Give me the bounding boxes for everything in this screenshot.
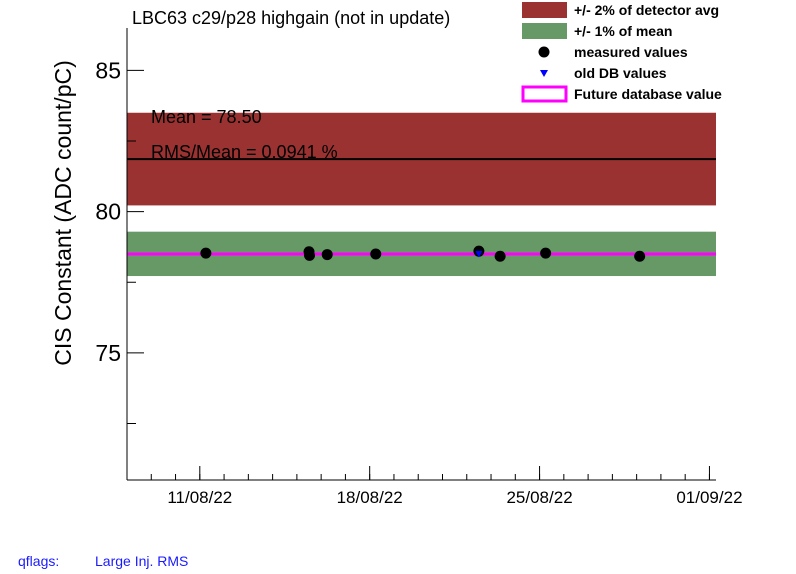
legend: +/- 2% of detector avg +/- 1% of mean meas… [521, 2, 722, 103]
old-db-value-point [475, 251, 483, 258]
measured-value-point [321, 249, 333, 261]
legend-entry: +/- 1% of mean [522, 23, 672, 39]
x-tick-label: 25/08/22 [506, 488, 572, 507]
legend-swatch-circle [538, 46, 550, 58]
x-tick-label: 01/09/22 [676, 488, 742, 507]
measured-value-point [634, 250, 646, 262]
legend-label: +/- 1% of mean [574, 23, 672, 39]
legend-entry: measured values [538, 44, 688, 60]
legend-label: old DB values [574, 65, 667, 81]
qflags-value: Large Inj. RMS [95, 553, 189, 569]
y-tick-label: 80 [95, 199, 121, 225]
legend-swatch-box [522, 2, 567, 18]
legend-entry: old DB values [540, 65, 667, 81]
legend-label: measured values [574, 44, 688, 60]
chart-title: LBC63 c29/p28 highgain (not in update) [132, 8, 450, 28]
legend-label: +/- 2% of detector avg [574, 2, 719, 18]
qflags-label: qflags: [18, 553, 60, 569]
x-tick-label: 11/08/22 [167, 488, 232, 507]
measured-value-point [200, 247, 212, 259]
y-tick-label: 85 [95, 57, 121, 83]
y-tick-label: 75 [95, 340, 121, 366]
marks-layer [200, 245, 646, 262]
x-tick-label: 18/08/22 [337, 488, 403, 507]
measured-value-point [494, 250, 506, 262]
rms-mean-annotation: RMS/Mean = 0.0941 % [151, 142, 338, 162]
measured-value-point [540, 247, 552, 259]
bands-layer [127, 112, 716, 277]
legend-swatch-triangle [540, 70, 548, 77]
measured-value-point [370, 248, 382, 260]
legend-entry: Future database value [521, 85, 722, 103]
y-axis-label: CIS Constant (ADC count/pC) [50, 60, 76, 366]
axes-layer: 75 80 85 11/08/22 18/08/22 25/08/22 01/09/22 [95, 28, 743, 507]
measured-value-point [304, 249, 316, 261]
legend-swatch-box [522, 23, 567, 39]
legend-label: Future database value [574, 86, 722, 102]
legend-entry: +/- 2% of detector avg [522, 2, 719, 18]
mean-annotation: Mean = 78.50 [151, 107, 262, 127]
legend-swatch-outline [521, 85, 568, 103]
